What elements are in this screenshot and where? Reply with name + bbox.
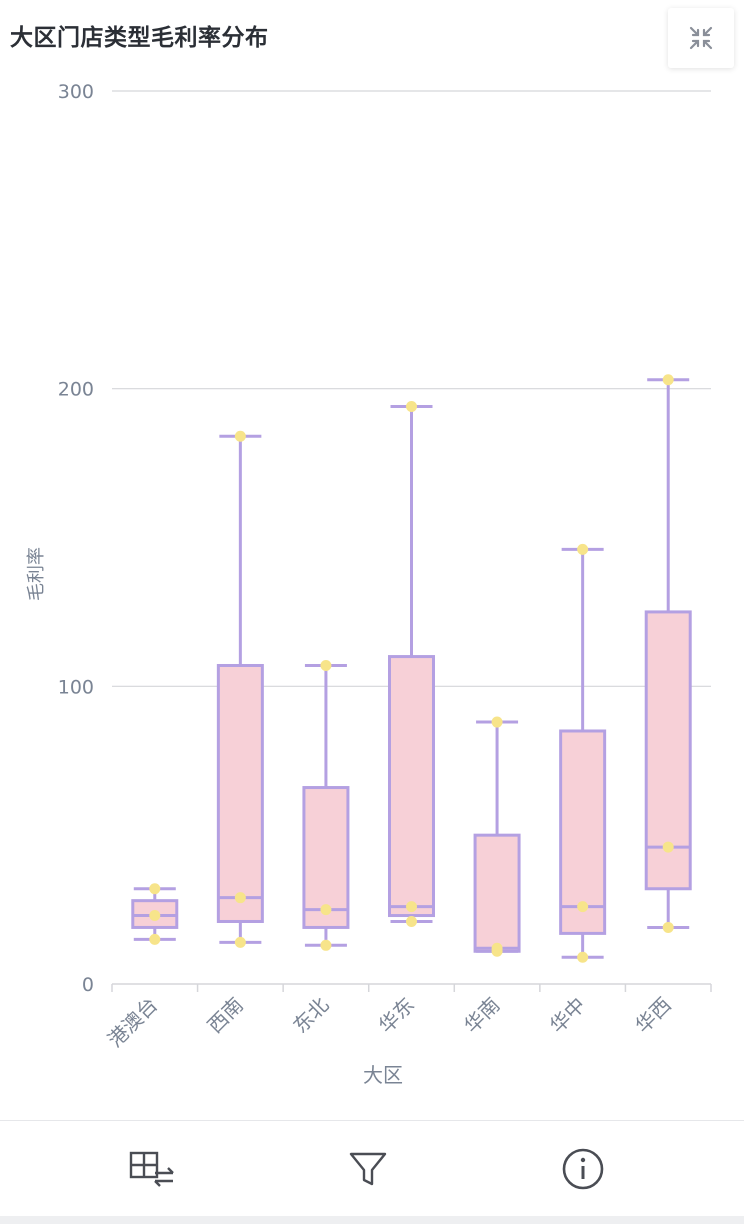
point-max bbox=[149, 883, 161, 895]
x-tick-label: 华南 bbox=[459, 993, 504, 1038]
point-median bbox=[577, 901, 589, 913]
box-5 bbox=[473, 720, 521, 953]
point-median bbox=[320, 904, 332, 916]
x-tick-label: 华中 bbox=[545, 993, 590, 1038]
y-tick-label: 0 bbox=[82, 974, 94, 996]
point-min bbox=[234, 936, 246, 948]
point-max bbox=[406, 401, 417, 413]
box-body bbox=[388, 655, 435, 918]
x-tick-label: 西南 bbox=[203, 993, 248, 1038]
point-max bbox=[320, 659, 332, 671]
x-tick-labels: 港澳台 西南 东北 华东 华南 华中 华西 bbox=[103, 993, 676, 1052]
box-2 bbox=[216, 434, 264, 944]
y-axis-label: 毛利率 bbox=[26, 547, 47, 601]
y-tick-label: 200 bbox=[58, 379, 94, 401]
point-median bbox=[406, 901, 417, 913]
point-median bbox=[149, 910, 161, 922]
point-median bbox=[234, 892, 246, 904]
table-swap-icon bbox=[129, 1151, 174, 1187]
box-body bbox=[216, 663, 264, 923]
box-3 bbox=[302, 663, 350, 947]
filter-icon bbox=[349, 1152, 387, 1186]
info-icon bbox=[562, 1148, 604, 1190]
x-axis bbox=[111, 983, 712, 992]
point-min bbox=[577, 951, 589, 963]
point-max bbox=[577, 543, 589, 555]
chart-title: 大区门店类型毛利率分布 bbox=[10, 25, 269, 51]
point-min bbox=[662, 921, 674, 933]
box-series bbox=[131, 378, 692, 959]
bottom-strip bbox=[0, 1216, 744, 1224]
point-max bbox=[491, 716, 503, 728]
point-series bbox=[149, 374, 674, 963]
y-axis: 0 100 200 300 bbox=[58, 81, 94, 996]
collapse-button[interactable] bbox=[668, 8, 734, 68]
collapse-arrows-icon bbox=[689, 26, 713, 50]
y-tick-label: 100 bbox=[58, 676, 94, 698]
filter-button[interactable] bbox=[342, 1145, 394, 1193]
x-tick-label: 华西 bbox=[630, 993, 675, 1038]
x-axis-label: 大区 bbox=[363, 1063, 403, 1087]
point-median bbox=[662, 841, 674, 853]
x-tick-label: 港澳台 bbox=[103, 993, 162, 1052]
point-min bbox=[149, 933, 161, 945]
point-min bbox=[491, 945, 503, 957]
x-tick-label: 东北 bbox=[288, 993, 333, 1038]
box-body bbox=[559, 729, 607, 935]
point-min bbox=[406, 915, 417, 927]
info-button[interactable] bbox=[557, 1145, 609, 1193]
y-tick-label: 300 bbox=[58, 81, 94, 103]
point-max bbox=[662, 374, 674, 386]
table-swap-button[interactable] bbox=[126, 1145, 178, 1193]
footer-toolbar bbox=[0, 1120, 744, 1217]
boxplot-chart: 0 100 200 300 港澳台 西南 东北 华东 华南 华中 华西 毛利率 大区 bbox=[26, 81, 712, 1087]
point-min bbox=[320, 939, 332, 951]
box-4 bbox=[388, 405, 435, 923]
box-body bbox=[473, 833, 521, 953]
box-6 bbox=[559, 547, 607, 959]
x-tick-label: 华东 bbox=[374, 993, 419, 1038]
point-max bbox=[234, 430, 246, 442]
